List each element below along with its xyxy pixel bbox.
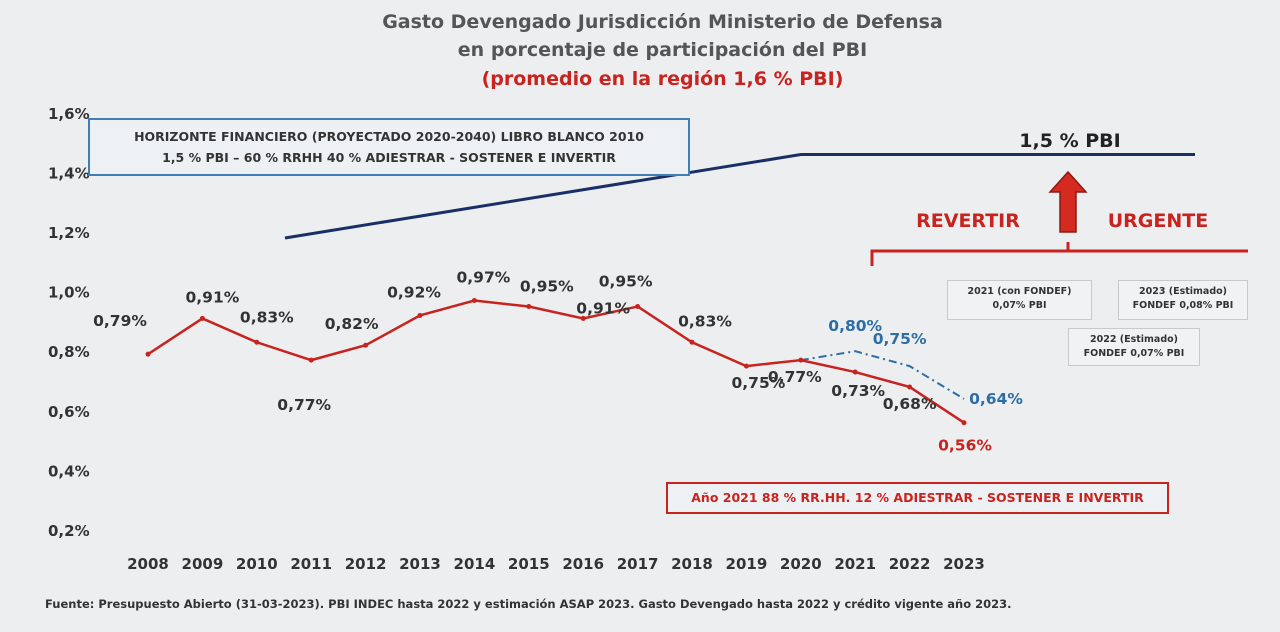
- main-data-label: 0,77%: [277, 396, 331, 414]
- fondef-data-label: 0,80%: [828, 317, 882, 335]
- main-data-label: 0,82%: [325, 315, 379, 333]
- x-tick-label: 2017: [617, 555, 659, 573]
- main-series-point: [417, 312, 423, 318]
- series-layer: 0,79%0,91%0,83%0,77%0,82%0,92%0,97% 0,95%…: [93, 153, 1195, 455]
- main-series-point: [254, 339, 260, 345]
- note-2023-line-2: FONDEF 0,08% PBI: [1132, 300, 1234, 311]
- fondef-data-label: 0,75%: [873, 330, 927, 348]
- main-series-point: [635, 304, 641, 309]
- main-data-label: 0,77%: [768, 368, 822, 386]
- note-2022-fondef: 2022 (Estimado) FONDEF 0,07% PBI: [1068, 328, 1200, 366]
- title-line-2: en porcentaje de participación del PBI: [457, 39, 868, 61]
- main-data-label: 0,95%: [520, 278, 574, 296]
- note-2022-line-2: FONDEF 0,07% PBI: [1083, 348, 1185, 359]
- annotation-layer: 1,5 % PBI REVERTIR URGENTE: [870, 130, 1248, 266]
- note-2022-line-1: 2022 (Estimado): [1089, 334, 1178, 345]
- y-tick-label: 0,4%: [48, 462, 90, 480]
- x-tick-label: 2018: [671, 555, 713, 573]
- y-tick-label: 0,6%: [48, 403, 90, 421]
- main-series-point: [961, 420, 967, 426]
- x-tick-label: 2009: [182, 555, 224, 573]
- note-2021-fondef: 2021 (con FONDEF) 0,07% PBI: [947, 280, 1092, 320]
- main-series-point: [743, 363, 749, 369]
- title-line-1: Gasto Devengado Jurisdicción Ministerio …: [382, 11, 943, 33]
- title-line-3: (promedio en la región 1,6 % PBI): [481, 68, 844, 90]
- x-tick-label: 2019: [726, 555, 768, 573]
- target-label: 1,5 % PBI: [1019, 130, 1120, 152]
- year-2021-box: Año 2021 88 % RR.HH. 12 % ADIESTRAR - SO…: [666, 482, 1169, 514]
- main-series-point: [580, 315, 586, 321]
- x-tick-label: 2008: [127, 555, 169, 573]
- x-tick-label: 2021: [834, 555, 876, 573]
- y-tick-label: 1,2%: [48, 224, 90, 242]
- x-tick-label: 2012: [345, 555, 387, 573]
- main-data-label: 0,79%: [93, 312, 147, 330]
- main-data-label: 0,91%: [186, 288, 240, 306]
- main-data-label: 0,75%: [732, 374, 786, 392]
- horizon-line-2: 1,5 % PBI – 60 % RRHH 40 % ADIESTRAR - S…: [162, 150, 616, 165]
- main-series-point: [852, 369, 858, 375]
- main-data-label: 0,97%: [457, 269, 511, 287]
- revertir-bracket: [870, 242, 1248, 266]
- revertir-label: REVERTIR: [916, 210, 1020, 232]
- main-series-point: [526, 304, 532, 309]
- main-series-point: [907, 384, 913, 390]
- note-2023-fondef: 2023 (Estimado) FONDEF 0,08% PBI: [1118, 280, 1248, 320]
- y-tick-label: 1,6%: [48, 105, 90, 123]
- x-axis: 2008 2009 2010 2011 2012 2013 2014 2015 2016 2017…: [127, 555, 985, 573]
- y-tick-label: 0,8%: [48, 343, 90, 361]
- main-series-point: [199, 315, 205, 321]
- source-note: Fuente: Presupuesto Abierto (31-03-2023)…: [45, 597, 1012, 611]
- urgente-label: URGENTE: [1108, 210, 1208, 232]
- note-2021-line-2: 0,07% PBI: [992, 300, 1047, 311]
- chart-title: Gasto Devengado Jurisdicción Ministerio …: [300, 8, 1025, 94]
- main-series-line: [147, 299, 965, 424]
- x-tick-label: 2010: [236, 555, 278, 573]
- fondef-data-label: 0,64%: [969, 390, 1023, 408]
- x-tick-label: 2015: [508, 555, 550, 573]
- x-tick-label: 2013: [399, 555, 441, 573]
- main-data-label: 0,95%: [599, 273, 653, 291]
- x-tick-label: 2020: [780, 555, 822, 573]
- x-tick-label: 2016: [562, 555, 604, 573]
- horizon-line-1: HORIZONTE FINANCIERO (PROYECTADO 2020-20…: [134, 129, 644, 144]
- main-series-point: [798, 357, 804, 363]
- y-axis: 0,2% 0,4% 0,6% 0,8% 1,0% 1,2% 1,4% 1,6%: [48, 105, 90, 540]
- note-2021-line-1: 2021 (con FONDEF): [967, 286, 1072, 297]
- main-series-point: [689, 339, 695, 345]
- up-arrow-icon: [1048, 170, 1088, 233]
- main-data-label: 0,56%: [938, 437, 992, 455]
- main-data-label: 0,68%: [883, 395, 937, 413]
- main-data-label: 0,91%: [576, 299, 630, 317]
- x-tick-label: 2011: [290, 555, 332, 573]
- main-data-label: 0,92%: [387, 283, 441, 301]
- target-series-line: [284, 153, 1195, 240]
- note-2023-line-1: 2023 (Estimado): [1138, 286, 1227, 297]
- y-tick-label: 1,0%: [48, 284, 90, 302]
- main-series-point: [471, 298, 477, 304]
- main-data-label: 0,73%: [831, 382, 885, 400]
- y-tick-label: 1,4%: [48, 164, 90, 182]
- main-series-point: [363, 342, 369, 348]
- x-tick-label: 2014: [454, 555, 496, 573]
- main-series-point: [145, 351, 151, 357]
- x-tick-label: 2023: [943, 555, 985, 573]
- horizon-financiero-box: HORIZONTE FINANCIERO (PROYECTADO 2020-20…: [88, 118, 690, 176]
- main-data-label: 0,83%: [240, 308, 294, 326]
- y-tick-label: 0,2%: [48, 522, 90, 540]
- x-tick-label: 2022: [889, 555, 931, 573]
- main-data-label: 0,83%: [678, 312, 732, 330]
- main-series-point: [308, 357, 314, 363]
